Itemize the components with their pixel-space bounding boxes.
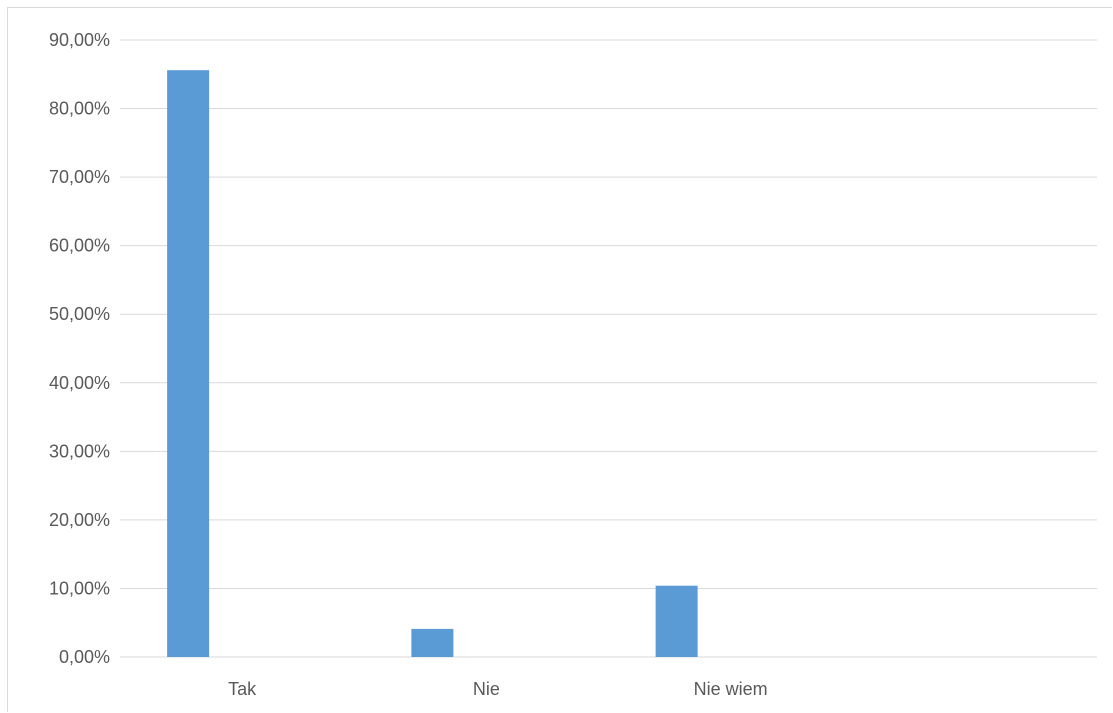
y-tick-label: 90,00% [49,30,110,50]
x-axis: Tak Nie Nie wiem [228,679,768,699]
y-tick-label: 70,00% [49,167,110,187]
y-tick-label: 0,00% [59,647,110,667]
y-tick-label: 50,00% [49,304,110,324]
gridlines [120,39,1097,658]
y-tick-label: 80,00% [49,99,110,119]
bar [411,628,454,657]
y-tick-label: 20,00% [49,510,110,530]
x-category-label: Tak [228,679,257,699]
bar [167,70,210,658]
bars [167,70,698,658]
y-tick-label: 30,00% [49,441,110,461]
y-tick-label: 10,00% [49,578,110,598]
y-tick-label: 40,00% [49,373,110,393]
y-axis: 0,00% 10,00% 20,00% 30,00% 40,00% 50,00% 60,00… [49,30,110,667]
x-category-label: Nie wiem [694,679,768,699]
y-tick-label: 60,00% [49,236,110,256]
bar [655,585,698,657]
x-category-label: Nie [473,679,500,699]
